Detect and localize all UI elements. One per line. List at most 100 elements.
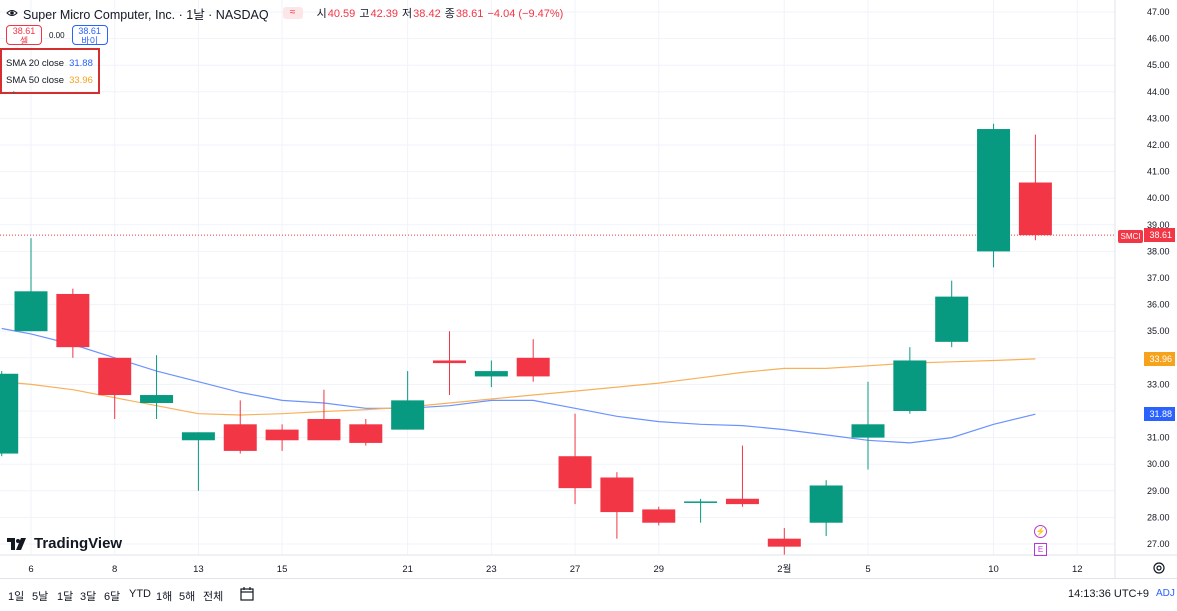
range-3m-button[interactable]: 3달 [80,591,97,603]
low-value: 38.42 [413,8,441,20]
candle-body [98,357,132,396]
candle-body [223,424,257,451]
sell-price: 38.61 [12,26,36,36]
y-tick-label: 38.00 [1147,246,1170,256]
indicator-name: SMA 20 close [6,58,65,69]
x-tick-label: 2월 [777,563,791,575]
eye-icon[interactable] [6,7,18,19]
tradingview-logo-icon [7,537,26,550]
menu-icon: ≈ [289,7,296,18]
range-all-button[interactable]: 전체 [203,591,224,603]
candle-body [433,360,466,364]
dividend-lightning-icon[interactable]: ⚡ [1034,525,1047,538]
y-tick-label: 30.00 [1147,459,1170,469]
y-tick-label: 35.00 [1147,326,1170,336]
earnings-event-icon[interactable]: E [1034,543,1047,556]
candle-body [809,485,843,523]
y-tick-label: 40.00 [1147,193,1170,203]
x-tick-label: 12 [1072,564,1083,575]
x-tick-label: 6 [28,564,33,575]
sma50-series-line [1,358,1036,416]
logo-text: TradingView [34,535,123,552]
range-toolbar: 1일 5날 1달 3달 6달 YTD 1해 5해 전체 14:13:36 UTC… [0,578,1177,609]
y-tick-label: 36.00 [1147,300,1170,310]
indicator-value: 33.96 [69,75,93,86]
last-price-tag: 38.61 [1144,228,1175,243]
candle-body [600,477,634,513]
sell-button[interactable]: 38.61 셀 [6,25,42,46]
candle-body [1018,182,1052,236]
x-tick-label: 8 [112,564,117,575]
candle-body [684,501,718,503]
candle-body [307,418,341,441]
y-tick-label: 33.00 [1147,379,1170,389]
candle-body [977,129,1011,252]
close-label: 종 [444,8,455,20]
change-value: −4.04 (−9.47%) [487,8,564,20]
y-tick-label: 31.00 [1147,433,1170,443]
indicator-sma20[interactable]: SMA 20 close 31.88 [6,55,98,72]
range-1y-button[interactable]: 1해 [156,591,173,603]
x-tick-label: 27 [570,564,581,575]
x-tick-label: 21 [402,564,413,575]
symbol-title[interactable]: Super Micro Computer, Inc. · 1날 · NASDAQ [23,7,269,22]
candle-body [265,429,299,441]
x-tick-label: 29 [653,564,664,575]
candle-body [349,424,383,443]
y-tick-label: 43.00 [1147,113,1170,123]
open-label: 시 [316,8,327,20]
symbol-menu-button[interactable]: ≈ [282,7,303,19]
collapse-legend-button[interactable]: ⌃ [10,90,18,101]
y-tick-label: 39.00 [1147,220,1170,230]
buy-label: 바이 [81,36,98,46]
candle-body [935,296,969,342]
range-5y-button[interactable]: 5해 [179,591,196,603]
candle-body [56,293,90,348]
buy-button[interactable]: 38.61 바이 [71,25,108,46]
y-tick-label: 42.00 [1147,140,1170,150]
candle-body [0,373,19,454]
low-label: 저 [402,8,413,20]
range-5d-button[interactable]: 5날 [32,591,49,603]
x-tick-label: 23 [486,564,497,575]
close-value: 38.61 [455,8,484,20]
sma50-price-tag: 33.96 [1144,351,1175,366]
candle-body [767,538,801,547]
sma20-price-tag: 31.88 [1144,407,1175,422]
symbol-price-tag: SMCI [1118,230,1143,243]
high-label: 고 [359,8,370,20]
x-tick-label: 15 [277,564,288,575]
adj-button[interactable]: ADJ [1156,588,1175,599]
sell-label: 셀 [19,36,29,46]
chevron-up-icon: ⌃ [10,90,18,100]
indicator-sma50[interactable]: SMA 50 close 33.96 [6,72,98,89]
candle-body [391,400,425,430]
trade-buttons: 38.61 셀 0.00 38.61 바이 [6,25,108,46]
candle-body [181,432,215,441]
range-ytd-button[interactable]: YTD [129,588,151,600]
y-tick-label: 41.00 [1147,167,1170,177]
y-tick-label: 47.00 [1147,7,1170,17]
range-6m-button[interactable]: 6달 [104,591,121,603]
y-tick-label: 27.00 [1147,539,1170,549]
tradingview-logo: TradingView [7,535,122,552]
range-1d-button[interactable]: 1일 [8,591,25,603]
calendar-icon[interactable] [239,586,255,602]
high-value: 42.39 [370,8,398,20]
x-tick-label: 13 [193,564,204,575]
candle-body [725,498,759,505]
gear-icon[interactable] [1152,561,1166,575]
candle-body [642,509,676,523]
y-tick-label: 44.00 [1147,87,1170,97]
open-value: 40.59 [327,8,356,20]
y-tick-label: 45.00 [1147,60,1170,70]
clock-readout[interactable]: 14:13:36 UTC+9 [1068,588,1150,600]
indicator-legend: SMA 20 close 31.88 SMA 50 close 33.96 [0,48,100,94]
y-tick-label: 28.00 [1147,512,1170,522]
x-tick-label: 5 [865,564,870,575]
chart-legend: Super Micro Computer, Inc. · 1날 · NASDAQ… [6,4,564,22]
range-1m-button[interactable]: 1달 [57,591,74,603]
candle-body [558,456,592,489]
indicator-value: 31.88 [69,58,93,69]
